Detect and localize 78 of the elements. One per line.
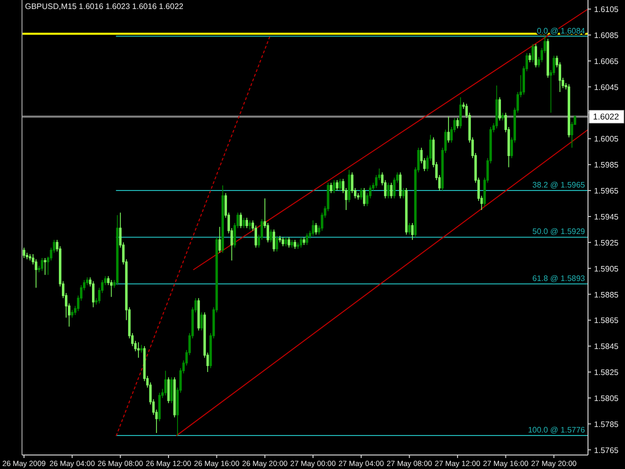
candlestick — [278, 236, 282, 243]
y-tick-label: 1.5845 — [594, 342, 620, 352]
candlestick — [110, 280, 113, 298]
y-tick-label: 1.5905 — [594, 264, 620, 274]
candlestick — [140, 344, 143, 353]
candlestick — [408, 222, 411, 236]
y-tick-label: 1.5945 — [594, 212, 620, 222]
candlestick — [116, 214, 119, 286]
y-tick-label: 1.5925 — [594, 238, 620, 248]
candlestick — [300, 236, 302, 248]
candlestick — [348, 169, 350, 203]
annotation: 50.0 @ 1.5929 — [532, 227, 586, 236]
candlestick — [312, 220, 314, 236]
candlestick — [218, 226, 221, 254]
candlestick — [411, 222, 414, 240]
candlestick — [495, 85, 498, 129]
chart-title: GBPUSD,M15 1.6016 1.6023 1.6016 1.6022 — [25, 2, 184, 11]
candlestick — [70, 309, 74, 318]
candlestick — [362, 188, 366, 207]
candlestick — [288, 236, 290, 248]
candlestick — [294, 239, 296, 250]
candlestick — [200, 312, 203, 331]
candlestick — [528, 52, 532, 63]
candlestick — [40, 258, 44, 272]
candlestick — [272, 229, 276, 252]
candlestick — [387, 182, 390, 199]
candlestick — [137, 342, 140, 358]
ref-line-label: 1.6022 — [593, 112, 620, 122]
y-tick-label: 1.6005 — [594, 134, 620, 144]
candlestick — [164, 370, 167, 396]
annotation: 38.2 @ 1.5965 — [532, 180, 586, 190]
candlestick — [276, 236, 278, 252]
candlestick — [332, 180, 336, 194]
y-tick-label: 1.6045 — [594, 82, 620, 92]
candlestick — [498, 96, 501, 121]
candlestick — [28, 254, 32, 261]
candlestick — [402, 188, 405, 199]
candlestick — [22, 247, 26, 258]
y-tick-label: 1.6105 — [594, 5, 620, 14]
candlestick — [330, 182, 332, 194]
y-tick-label: 1.5965 — [594, 186, 620, 196]
candlestick — [456, 118, 459, 129]
candlestick — [314, 222, 318, 236]
candlestick — [568, 84, 570, 138]
candlestick — [284, 236, 288, 247]
candlestick — [302, 236, 306, 246]
candlestick — [360, 188, 362, 200]
y-tick-label: 1.5865 — [594, 316, 620, 326]
candlestick — [290, 239, 294, 248]
y-tick-label: 1.5885 — [594, 290, 620, 300]
candlestick — [92, 280, 94, 308]
candlestick — [405, 188, 408, 236]
candlestick — [282, 236, 284, 247]
candlestick — [240, 212, 242, 229]
candlestick — [501, 112, 504, 121]
y-tick-label: 1.6085 — [594, 31, 620, 40]
y-tick-label: 1.6065 — [594, 56, 620, 66]
candlestick — [546, 38, 550, 78]
candlestick — [246, 217, 248, 229]
candlestick — [336, 180, 338, 191]
candlestick — [44, 258, 46, 276]
candlestick — [248, 220, 252, 230]
y-tick-label: 1.5765 — [594, 446, 620, 455]
candlestick — [390, 182, 393, 199]
y-tick-label: 1.5825 — [594, 368, 620, 378]
candlestick — [270, 229, 272, 243]
y-tick-label: 1.5785 — [594, 420, 620, 429]
annotation: 100.0 @ 1.5776 — [528, 426, 586, 435]
candlestick — [197, 298, 200, 331]
candlestick — [170, 376, 173, 404]
candlestick — [338, 178, 342, 191]
candlestick — [459, 96, 462, 129]
y-tick-label: 1.5985 — [594, 160, 620, 170]
annotation: 61.8 @ 1.5893 — [532, 274, 586, 283]
candlestick — [242, 217, 246, 229]
candlestick — [447, 116, 450, 143]
y-tick-label: 1.5805 — [594, 394, 620, 403]
candlestick — [173, 376, 176, 418]
